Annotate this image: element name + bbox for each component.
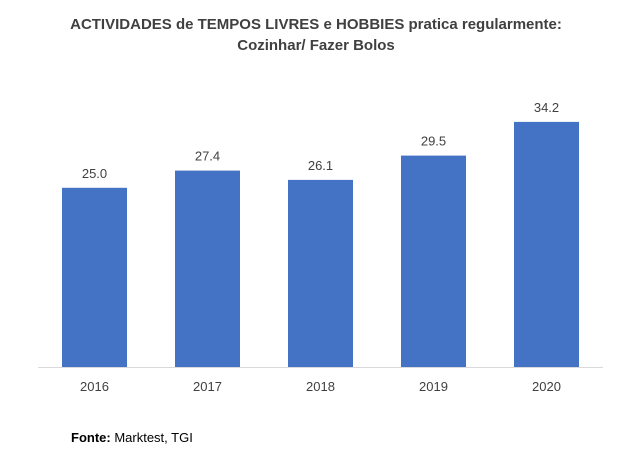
bar-2016 <box>62 187 127 367</box>
bar-2018 <box>288 179 353 367</box>
x-tick-label-2020: 2020 <box>532 379 561 394</box>
chart-title-line-2: Cozinhar/ Fazer Bolos <box>237 37 395 54</box>
bar-2019 <box>401 155 466 367</box>
data-label-2020: 34.2 <box>534 100 559 115</box>
x-tick-label-2018: 2018 <box>306 379 335 394</box>
bar-2017 <box>175 170 240 367</box>
source-label: Fonte: <box>71 430 111 445</box>
x-tick-label-2016: 2016 <box>80 379 109 394</box>
chart-title-line-1: ACTIVIDADES de TEMPOS LIVRES e HOBBIES p… <box>70 16 562 33</box>
data-label-2018: 26.1 <box>308 158 333 173</box>
data-label-2019: 29.5 <box>421 134 446 149</box>
data-label-2017: 27.4 <box>195 149 220 164</box>
x-tick-label-2019: 2019 <box>419 379 448 394</box>
chart-title: ACTIVIDADES de TEMPOS LIVRES e HOBBIES p… <box>0 14 632 56</box>
source-note: Fonte: Marktest, TGI <box>71 430 193 445</box>
bar-2020 <box>514 121 579 368</box>
x-tick-label-2017: 2017 <box>193 379 222 394</box>
source-text: Marktest, TGI <box>110 430 193 445</box>
data-label-2016: 25.0 <box>82 166 107 181</box>
